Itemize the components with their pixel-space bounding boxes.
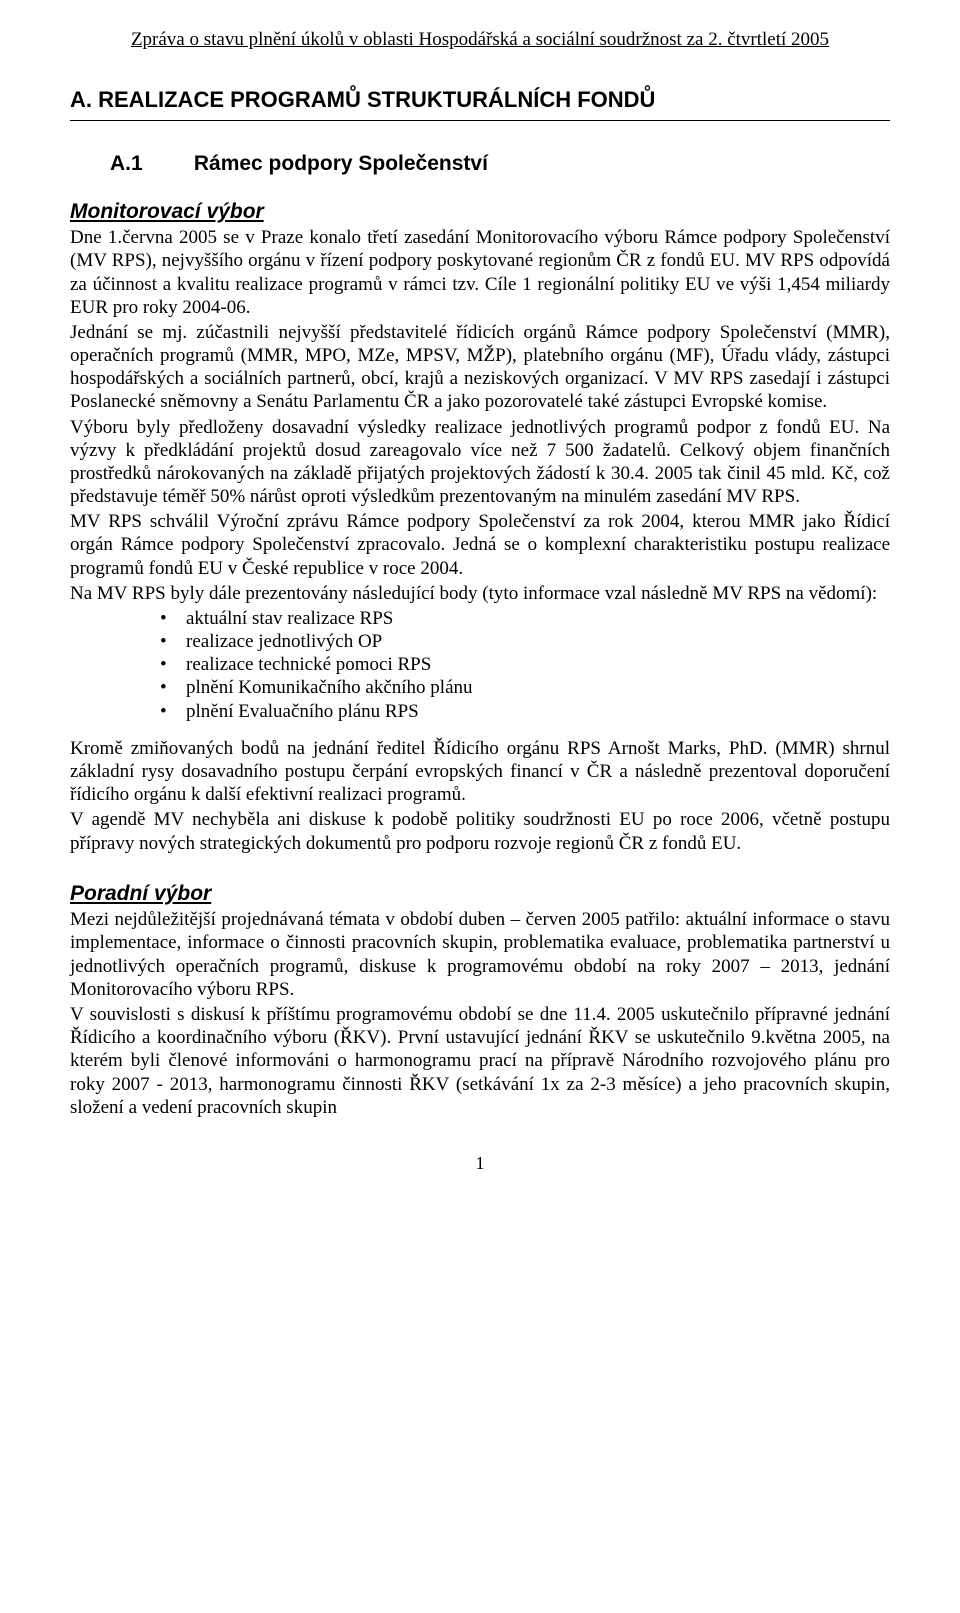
- spacer: [70, 857, 890, 871]
- monitorovaci-p7: V agendě MV nechyběla ani diskuse k podo…: [70, 808, 890, 854]
- section-divider: [70, 120, 890, 121]
- list-item: plnění Evaluačního plánu RPS: [160, 700, 890, 723]
- monitorovaci-p4: MV RPS schválil Výroční zprávu Rámce pod…: [70, 510, 890, 580]
- monitorovaci-p1: Dne 1.června 2005 se v Praze konalo třet…: [70, 226, 890, 319]
- subsection-title: Rámec podpory Společenství: [194, 152, 488, 175]
- monitorovaci-p3: Výboru byly předloženy dosavadní výsledk…: [70, 416, 890, 509]
- list-item: realizace technické pomoci RPS: [160, 653, 890, 676]
- list-item: realizace jednotlivých OP: [160, 630, 890, 653]
- monitorovaci-p2: Jednání se mj. zúčastnili nejvyšší předs…: [70, 321, 890, 414]
- monitorovaci-bullet-list: aktuální stav realizace RPS realizace je…: [70, 607, 890, 723]
- monitorovaci-p5: Na MV RPS byly dále prezentovány následu…: [70, 582, 890, 605]
- list-item: aktuální stav realizace RPS: [160, 607, 890, 630]
- poradni-p2: V souvislosti s diskusí k příštímu progr…: [70, 1003, 890, 1119]
- monitorovaci-p6: Kromě zmiňovaných bodů na jednání ředite…: [70, 737, 890, 807]
- document-page: Zpráva o stavu plnění úkolů v oblasti Ho…: [0, 0, 960, 1613]
- poradni-p1: Mezi nejdůležitější projednávaná témata …: [70, 908, 890, 1001]
- page-header: Zpráva o stavu plnění úkolů v oblasti Ho…: [70, 28, 890, 51]
- page-number: 1: [70, 1153, 890, 1175]
- list-item: plnění Komunikačního akčního plánu: [160, 676, 890, 699]
- section-a-heading: A. REALIZACE PROGRAMŮ STRUKTURÁLNÍCH FON…: [70, 87, 890, 114]
- poradni-heading: Poradní výbor: [70, 881, 890, 907]
- header-title: Zpráva o stavu plnění úkolů v oblasti Ho…: [131, 29, 829, 50]
- subsection-a1: A.1 Rámec podpory Společenství: [110, 151, 890, 177]
- monitorovaci-heading: Monitorovací výbor: [70, 199, 890, 225]
- subsection-number: A.1: [110, 151, 188, 177]
